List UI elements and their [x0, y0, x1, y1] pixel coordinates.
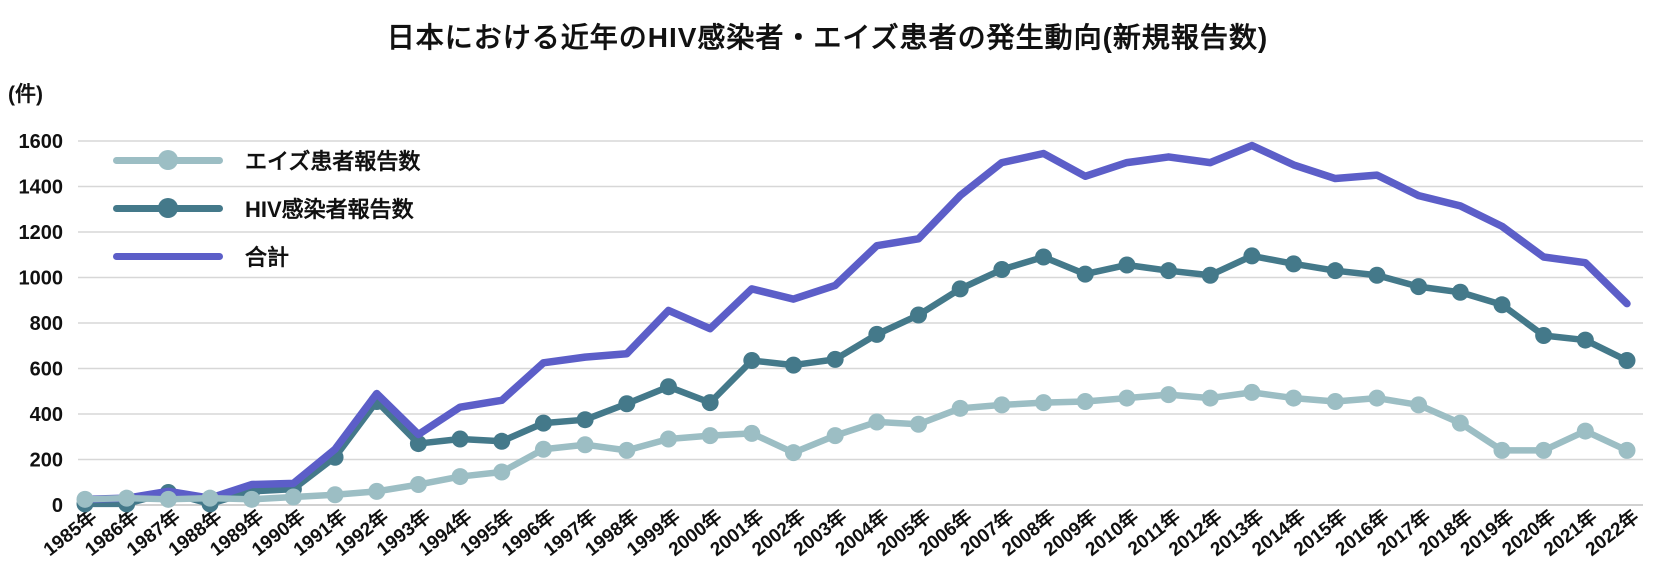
data-point-marker — [576, 411, 594, 429]
data-point-marker — [1410, 278, 1428, 296]
data-point-marker — [701, 427, 719, 445]
data-point-marker — [1285, 389, 1303, 407]
data-point-marker — [159, 490, 177, 508]
series-aids-markers — [76, 383, 1636, 508]
y-axis-tick-label: 0 — [52, 495, 63, 517]
legend-line-sample — [113, 252, 223, 260]
data-point-marker — [1285, 255, 1303, 273]
data-point-marker — [1535, 327, 1553, 345]
data-point-marker — [1618, 441, 1636, 459]
data-point-marker — [493, 463, 511, 481]
legend-marker-dot-icon — [158, 198, 178, 218]
legend-marker-dot-icon — [158, 150, 178, 170]
data-point-marker — [743, 424, 761, 442]
data-point-marker — [243, 490, 261, 508]
data-point-marker — [451, 468, 469, 486]
series-line-total — [81, 141, 1631, 504]
data-point-marker — [534, 414, 552, 432]
series-line-aids — [81, 389, 1631, 503]
data-point-marker — [76, 490, 94, 508]
data-point-marker — [868, 325, 886, 343]
data-point-marker — [618, 441, 636, 459]
data-point-marker — [534, 440, 552, 458]
y-axis-tick-label: 600 — [30, 359, 63, 381]
data-point-marker — [1576, 331, 1594, 349]
legend-item-2: 合計 — [113, 232, 420, 280]
data-point-marker — [1368, 389, 1386, 407]
data-point-marker — [1201, 266, 1219, 284]
data-point-marker — [1118, 389, 1136, 407]
legend-line-sample — [113, 198, 223, 218]
data-point-marker — [1451, 414, 1469, 432]
y-axis-tick-label: 200 — [30, 450, 63, 472]
data-point-marker — [1118, 256, 1136, 274]
y-axis-tick-label: 1600 — [19, 131, 64, 153]
data-point-marker — [784, 444, 802, 462]
legend-item-label: HIV感染者報告数 — [245, 197, 414, 222]
data-point-marker — [368, 482, 386, 500]
data-point-marker — [1451, 283, 1469, 301]
data-point-marker — [1493, 296, 1511, 314]
legend-item-label: 合計 — [245, 245, 290, 270]
data-point-marker — [784, 356, 802, 374]
data-point-marker — [576, 436, 594, 454]
y-axis-tick-label: 1200 — [19, 222, 64, 244]
data-point-marker — [1035, 248, 1053, 266]
data-point-marker — [1535, 441, 1553, 459]
data-point-marker — [743, 352, 761, 370]
data-point-marker — [118, 489, 136, 507]
data-point-marker — [493, 432, 511, 450]
data-point-marker — [1201, 389, 1219, 407]
data-point-marker — [1243, 383, 1261, 401]
data-point-marker — [1326, 392, 1344, 410]
data-point-marker — [1618, 352, 1636, 370]
data-point-marker — [993, 261, 1011, 279]
data-point-marker — [1076, 265, 1094, 283]
legend-item-1: HIV感染者報告数 — [113, 184, 420, 232]
legend-item-0: エイズ患者報告数 — [113, 136, 420, 184]
y-axis-unit-label: (件) — [8, 83, 43, 106]
data-point-marker — [951, 280, 969, 298]
data-point-marker — [409, 435, 427, 453]
y-axis-tick-label: 800 — [30, 313, 63, 335]
data-point-marker — [1160, 262, 1178, 280]
y-axis-tick-label: 1400 — [19, 177, 64, 199]
data-point-marker — [701, 394, 719, 412]
y-axis-tick-label: 400 — [30, 404, 63, 426]
chart-legend: エイズ患者報告数 HIV感染者報告数 合計 — [113, 136, 420, 280]
data-point-marker — [1160, 386, 1178, 404]
data-point-marker — [1493, 441, 1511, 459]
data-point-marker — [659, 378, 677, 396]
data-point-marker — [1368, 266, 1386, 284]
data-point-marker — [993, 396, 1011, 414]
data-point-marker — [910, 415, 928, 433]
data-point-marker — [326, 486, 344, 504]
legend-item-label: エイズ患者報告数 — [245, 149, 421, 174]
legend-line-sample — [113, 150, 223, 170]
data-point-marker — [618, 395, 636, 413]
data-point-marker — [868, 413, 886, 431]
data-point-marker — [409, 476, 427, 494]
data-point-marker — [1035, 394, 1053, 412]
data-point-marker — [1576, 422, 1594, 440]
data-point-marker — [201, 489, 219, 507]
data-point-marker — [1243, 247, 1261, 265]
data-point-marker — [1076, 392, 1094, 410]
data-point-marker — [826, 350, 844, 368]
data-point-marker — [1326, 262, 1344, 280]
data-point-marker — [826, 427, 844, 445]
data-point-marker — [910, 306, 928, 324]
data-point-marker — [451, 430, 469, 448]
data-point-marker — [284, 488, 302, 506]
chart-title: 日本における近年のHIV感染者・エイズ患者の発生動向(新規報告数) — [386, 22, 1269, 53]
data-point-marker — [659, 430, 677, 448]
data-point-marker — [951, 399, 969, 417]
y-axis-tick-label: 1000 — [19, 268, 64, 290]
data-point-marker — [1410, 396, 1428, 414]
